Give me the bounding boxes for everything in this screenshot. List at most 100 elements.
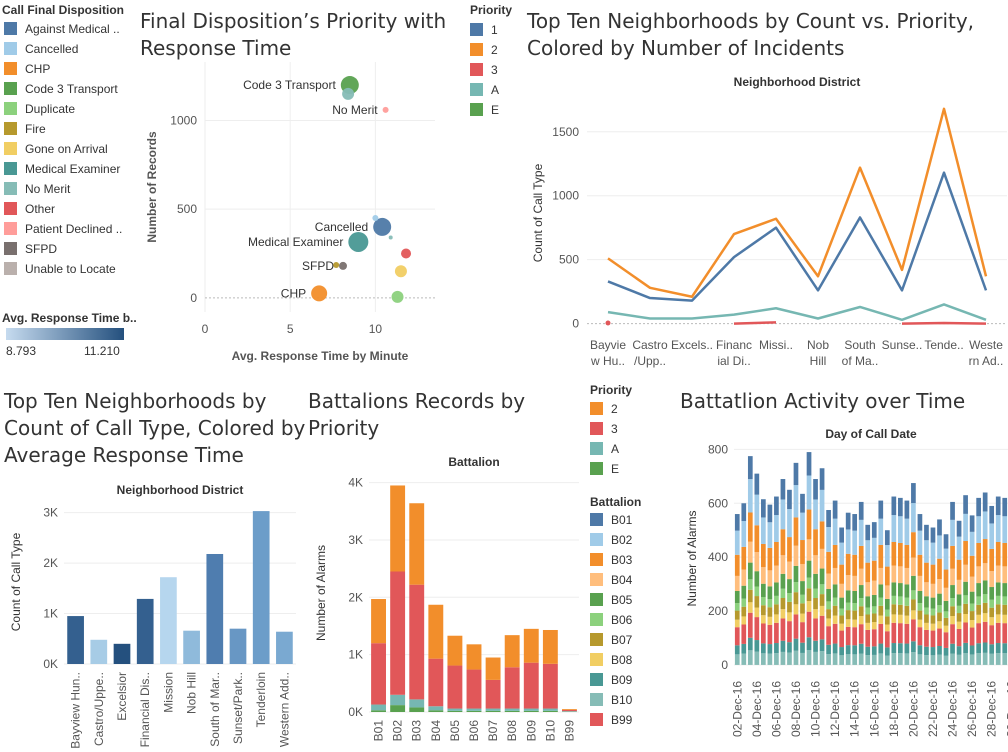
disposition-legend-item[interactable]: Cancelled bbox=[4, 40, 78, 58]
priority-legend-title: Priority bbox=[470, 3, 513, 17]
disposition-legend-label: Other bbox=[25, 202, 56, 216]
time-segment bbox=[754, 525, 760, 553]
time-segment bbox=[943, 647, 949, 656]
battalion-legend-item[interactable]: B10 bbox=[590, 691, 632, 709]
disposition-legend-item[interactable]: Against Medical .. bbox=[4, 20, 120, 38]
response-time-legend-title: Avg. Response Time b.. bbox=[2, 311, 137, 325]
disposition-legend-item[interactable]: Patient Declined .. bbox=[4, 220, 122, 238]
time-segment bbox=[969, 531, 975, 556]
disposition-legend-item[interactable]: Fire bbox=[4, 120, 46, 138]
priority-legend-2-item[interactable]: A bbox=[590, 440, 619, 458]
time-segment bbox=[747, 479, 753, 513]
battalion-legend-item[interactable]: B08 bbox=[590, 651, 632, 669]
bar bbox=[136, 598, 154, 664]
disposition-legend-item[interactable]: Duplicate bbox=[4, 100, 75, 118]
time-segment bbox=[734, 514, 740, 531]
time-segment bbox=[787, 642, 792, 653]
time-segment bbox=[963, 495, 968, 514]
scatter-x-tick: 10 bbox=[369, 322, 383, 336]
time-segment bbox=[995, 595, 1001, 605]
time-segment bbox=[884, 585, 890, 599]
time-segment bbox=[969, 620, 975, 628]
time-segment bbox=[930, 583, 936, 598]
battalion-legend-item[interactable]: B02 bbox=[590, 531, 632, 549]
battalion-legend-item[interactable]: B04 bbox=[590, 571, 632, 589]
disposition-legend-item[interactable]: CHP bbox=[4, 60, 50, 78]
time-segment bbox=[878, 597, 884, 606]
battalion-legend-item[interactable]: B09 bbox=[590, 671, 632, 689]
stack-segment-3 bbox=[428, 658, 444, 707]
time-segment bbox=[858, 598, 864, 607]
disposition-legend-swatch bbox=[4, 182, 17, 195]
time-y-tick: 800 bbox=[708, 442, 728, 456]
time-segment bbox=[976, 643, 981, 654]
priority-legend-2-item[interactable]: 2 bbox=[590, 400, 618, 418]
priority-legend-2-item[interactable]: E bbox=[590, 460, 619, 478]
time-segment bbox=[819, 594, 825, 606]
stack-segment-2 bbox=[409, 503, 425, 585]
stack-y-tick: 2K bbox=[348, 590, 363, 604]
stack-segment-3 bbox=[542, 663, 558, 709]
time-segment bbox=[950, 653, 955, 665]
disposition-legend-item[interactable]: Gone on Arrival bbox=[4, 140, 108, 158]
disposition-legend-item[interactable]: No Merit bbox=[4, 180, 70, 198]
stacked-chart-title: Battalions Records by Priority bbox=[308, 388, 525, 442]
stack-x-tick: B02 bbox=[391, 720, 405, 742]
disposition-legend-item[interactable]: Code 3 Transport bbox=[4, 80, 118, 98]
line-y-tick: 0 bbox=[572, 317, 579, 331]
time-segment bbox=[754, 607, 760, 618]
scatter-point bbox=[342, 87, 355, 100]
time-segment bbox=[930, 623, 936, 631]
time-segment bbox=[943, 587, 949, 601]
bar-y-tick: 3K bbox=[43, 506, 58, 520]
stack-segment-E bbox=[390, 705, 406, 712]
disposition-legend-item[interactable]: Other bbox=[4, 200, 55, 218]
time-segment bbox=[871, 654, 877, 665]
battalion-legend-item[interactable]: B03 bbox=[590, 551, 632, 569]
battalion-legend-item[interactable]: B06 bbox=[590, 611, 632, 629]
stack-segment-2 bbox=[504, 635, 520, 668]
line-x-tick: ial Di.. bbox=[717, 354, 750, 368]
time-segment bbox=[813, 597, 818, 610]
bar bbox=[206, 553, 224, 664]
bar-x-tick: Sunset/Park.. bbox=[231, 672, 245, 744]
time-segment bbox=[956, 654, 962, 665]
battalion-legend-item[interactable]: B05 bbox=[590, 591, 632, 609]
time-segment bbox=[826, 609, 831, 619]
time-segment bbox=[826, 644, 831, 655]
time-y-tick: 600 bbox=[708, 496, 728, 510]
disposition-legend-item[interactable]: SFPD bbox=[4, 240, 57, 258]
scatter-point bbox=[382, 106, 389, 113]
priority-legend-item[interactable]: E bbox=[470, 101, 499, 119]
time-segment bbox=[780, 588, 786, 598]
battalion-legend-item[interactable]: B01 bbox=[590, 511, 632, 529]
time-segment bbox=[963, 541, 968, 565]
time-segment bbox=[819, 548, 825, 569]
time-segment bbox=[943, 569, 949, 588]
time-segment bbox=[734, 627, 740, 646]
priority-legend-item[interactable]: 3 bbox=[470, 61, 498, 79]
time-segment bbox=[767, 522, 773, 548]
time-segment bbox=[963, 595, 968, 604]
priority-legend-2-item[interactable]: 3 bbox=[590, 420, 618, 438]
time-segment bbox=[982, 642, 988, 653]
time-segment bbox=[956, 613, 962, 622]
time-segment bbox=[930, 630, 936, 648]
priority-legend-label: A bbox=[491, 83, 500, 97]
time-segment bbox=[839, 655, 844, 665]
time-segment bbox=[800, 581, 805, 595]
disposition-legend-swatch bbox=[4, 102, 17, 115]
time-segment bbox=[911, 532, 916, 558]
priority-legend-item[interactable]: 2 bbox=[470, 41, 498, 59]
time-segment bbox=[904, 615, 910, 624]
stack-segment-E bbox=[447, 710, 463, 712]
time-segment bbox=[924, 622, 929, 630]
battalion-legend-item[interactable]: B07 bbox=[590, 631, 632, 649]
priority-legend-item[interactable]: 1 bbox=[470, 21, 498, 39]
priority-legend-item[interactable]: A bbox=[470, 81, 499, 99]
time-segment bbox=[898, 596, 903, 605]
disposition-legend-item[interactable]: Unable to Locate bbox=[4, 260, 116, 278]
disposition-legend-item[interactable]: Medical Examiner bbox=[4, 160, 120, 178]
battalion-legend-item[interactable]: B99 bbox=[590, 711, 632, 729]
battalion-legend-label: B10 bbox=[611, 693, 633, 707]
